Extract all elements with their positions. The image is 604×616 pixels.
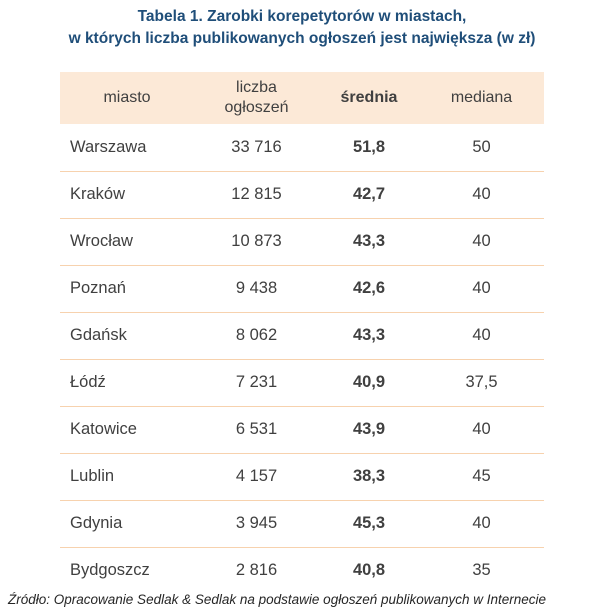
- cell-ads: 9 438: [235, 279, 278, 297]
- table-title: Tabela 1. Zarobki korepetytorów w miasta…: [0, 6, 604, 50]
- cell-mean: 45,3: [352, 514, 386, 532]
- cell-ads: 8 062: [235, 326, 278, 344]
- cell-mean: 40,8: [352, 561, 386, 580]
- earnings-table-container: miasto liczba ogłoszeń średnia mediana W…: [60, 72, 544, 594]
- cell-city: Łódź: [70, 373, 106, 391]
- table-title-line-1: Tabela 1. Zarobki korepetytorów w miasta…: [137, 8, 467, 25]
- header-ads-line-1: liczba: [236, 79, 277, 96]
- table-row: Bydgoszcz 2 816 40,8 35: [60, 547, 544, 594]
- cell-ads: 6 531: [235, 420, 278, 438]
- cell-mean: 38,3: [352, 467, 386, 485]
- table-header: miasto liczba ogłoszeń średnia mediana: [60, 72, 544, 124]
- header-city: miasto: [103, 89, 151, 106]
- cell-median: 40: [472, 514, 491, 532]
- table-row: Gdynia 3 945 45,3 40: [60, 500, 544, 547]
- cell-mean: 40,9: [352, 373, 386, 391]
- table-row: Poznań 9 438 42,6 40: [60, 265, 544, 312]
- table-row: Łódź 7 231 40,9 37,5: [60, 359, 544, 406]
- table-row: Kraków 12 815 42,7 40: [60, 171, 544, 218]
- cell-median: 40: [472, 232, 491, 250]
- cell-city: Lublin: [70, 467, 115, 485]
- cell-city: Kraków: [70, 185, 126, 203]
- cell-city: Gdynia: [70, 514, 123, 532]
- cell-ads: 2 816: [235, 561, 278, 580]
- header-row: miasto liczba ogłoszeń średnia mediana: [60, 72, 544, 124]
- cell-ads: 10 873: [231, 232, 282, 250]
- cell-ads: 33 716: [231, 137, 282, 156]
- cell-median: 40: [472, 326, 491, 344]
- cell-median: 50: [472, 137, 491, 156]
- table-row: Katowice 6 531 43,9 40: [60, 406, 544, 453]
- header-ads-line-2: ogłoszeń: [224, 99, 289, 116]
- cell-ads: 7 231: [235, 373, 278, 391]
- cell-mean: 51,8: [352, 137, 386, 156]
- cell-mean: 43,3: [352, 232, 386, 250]
- table-title-line-2: w których liczba publikowanych ogłoszeń …: [68, 30, 536, 47]
- cell-median: 40: [472, 185, 491, 203]
- cell-city: Poznań: [70, 279, 126, 297]
- cell-median: 37,5: [465, 373, 498, 391]
- cell-ads: 4 157: [235, 467, 278, 485]
- cell-city: Katowice: [70, 420, 137, 438]
- table-row: Gdańsk 8 062 43,3 40: [60, 312, 544, 359]
- header-mean: średnia: [340, 89, 398, 106]
- cell-city: Wrocław: [70, 232, 133, 250]
- earnings-table: miasto liczba ogłoszeń średnia mediana W…: [60, 72, 544, 594]
- table-row: Warszawa 33 716 51,8 50: [60, 124, 544, 171]
- cell-ads: 12 815: [231, 185, 282, 203]
- cell-median: 45: [472, 467, 491, 485]
- source-note: Źródło: Opracowanie Sedlak & Sedlak na p…: [8, 592, 547, 607]
- cell-mean: 42,6: [352, 279, 386, 297]
- cell-mean: 42,7: [352, 185, 386, 203]
- header-median: mediana: [450, 89, 513, 106]
- cell-city: Gdańsk: [70, 326, 127, 344]
- cell-city: Warszawa: [70, 137, 147, 156]
- cell-median: 35: [472, 561, 491, 580]
- cell-mean: 43,9: [352, 420, 386, 438]
- cell-median: 40: [472, 420, 491, 438]
- cell-median: 40: [472, 279, 491, 297]
- table-row: Wrocław 10 873 43,3 40: [60, 218, 544, 265]
- cell-mean: 43,3: [352, 326, 386, 344]
- table-row: Lublin 4 157 38,3 45: [60, 453, 544, 500]
- header-ads-count: liczba ogłoszeń: [194, 72, 319, 124]
- table-body: Warszawa 33 716 51,8 50 Kraków 12 815 42…: [60, 124, 544, 594]
- cell-ads: 3 945: [235, 514, 278, 532]
- cell-city: Bydgoszcz: [70, 561, 150, 580]
